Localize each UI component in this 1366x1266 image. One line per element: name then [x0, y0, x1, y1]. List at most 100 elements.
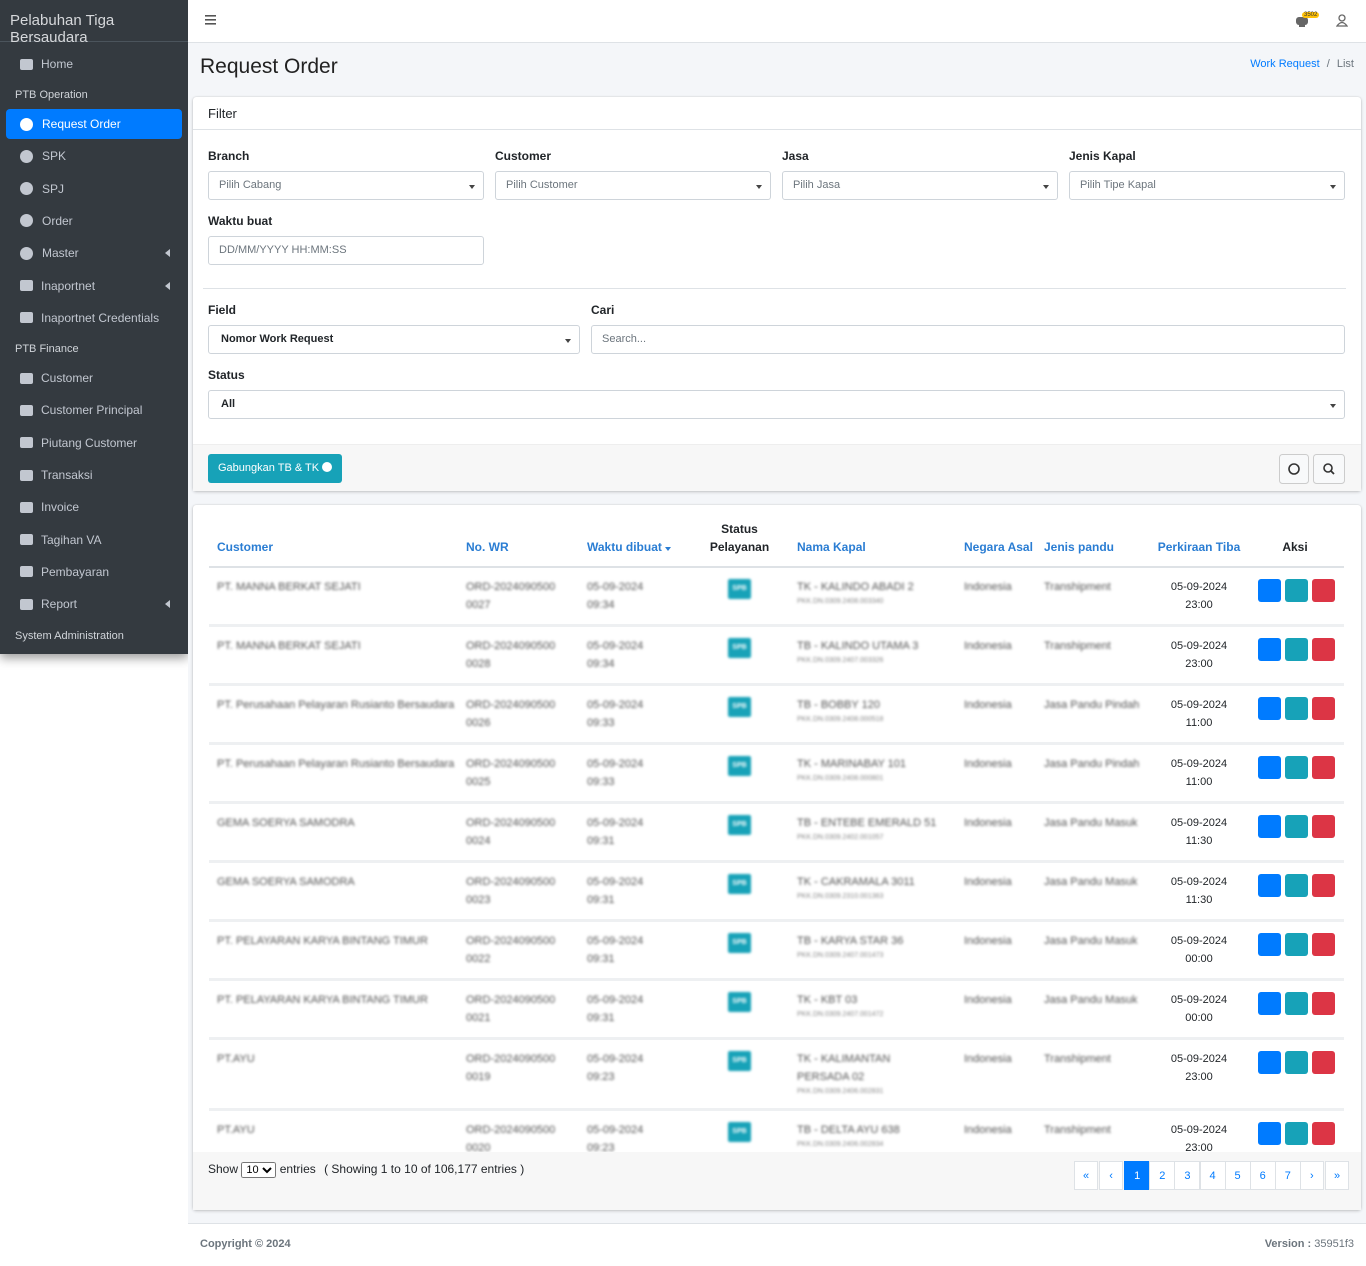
page-link[interactable]: 7 — [1274, 1161, 1301, 1190]
view-button[interactable] — [1285, 1122, 1308, 1145]
page-link[interactable]: « — [1074, 1161, 1098, 1190]
delete-button[interactable] — [1312, 756, 1335, 779]
page-link[interactable]: 5 — [1224, 1161, 1251, 1190]
table-row: PT. MANNA BERKAT SEJATI ORD-2024090500002… — [209, 567, 1344, 627]
menu-item[interactable]: Customer — [6, 363, 182, 393]
merge-button[interactable]: Gabungkan TB & TK — [208, 454, 343, 483]
menu-item[interactable]: Home — [6, 49, 182, 79]
menu-item[interactable]: SPJ — [6, 174, 182, 204]
delete-button[interactable] — [1312, 697, 1335, 720]
menu-toggle[interactable] — [205, 15, 216, 25]
menu-item[interactable]: Tagihan VA — [6, 525, 182, 555]
expand-button[interactable] — [1258, 933, 1281, 956]
column-header[interactable]: Jenis pandu — [1036, 520, 1152, 568]
search-input[interactable]: Search... — [591, 325, 1345, 354]
menu-item[interactable]: Pembayaran — [6, 557, 182, 587]
page-link[interactable]: » — [1325, 1161, 1349, 1190]
expand-button[interactable] — [1258, 756, 1281, 779]
column-header[interactable]: Perkiraan Tiba — [1152, 520, 1246, 568]
refresh-button[interactable] — [1279, 454, 1309, 484]
expand-button[interactable] — [1258, 697, 1281, 720]
status-cell: SPB — [690, 1038, 789, 1111]
status-badge: SPB — [728, 1051, 751, 1071]
delete-button[interactable] — [1312, 992, 1335, 1015]
notification-icon[interactable] — [1294, 14, 1310, 28]
select[interactable]: Pilih Customer — [495, 171, 771, 200]
customer-cell: PT. PELAYARAN KARYA BINTANG TIMUR — [209, 920, 458, 981]
expand-button[interactable] — [1258, 638, 1281, 661]
status-select[interactable]: All — [208, 390, 1345, 419]
delete-button[interactable] — [1312, 1122, 1335, 1145]
column-header[interactable]: No. WR — [458, 520, 579, 568]
delete-button[interactable] — [1312, 1051, 1335, 1074]
arrival-cell: 05-09-2024 11:00 — [1152, 684, 1246, 745]
expand-button[interactable] — [1258, 992, 1281, 1015]
menu-item[interactable]: Customer Principal — [6, 395, 182, 425]
view-button[interactable] — [1285, 815, 1308, 838]
delete-button[interactable] — [1312, 874, 1335, 897]
delete-button[interactable] — [1312, 933, 1335, 956]
brand[interactable]: Pelabuhan Tiga Bersaudara — [0, 0, 188, 46]
select[interactable]: Pilih Cabang — [208, 171, 484, 200]
view-button[interactable] — [1285, 638, 1308, 661]
delete-button[interactable] — [1312, 638, 1335, 661]
actions-cell — [1246, 920, 1344, 981]
view-button[interactable] — [1285, 756, 1308, 779]
vessel-ref: PKK.DN.0309.2406.002831 — [797, 1088, 884, 1095]
page-link[interactable]: 3 — [1174, 1161, 1201, 1190]
date-input[interactable]: DD/MM/YYYY HH:MM:SS — [208, 236, 484, 265]
expand-button[interactable] — [1258, 579, 1281, 602]
delete-button[interactable] — [1312, 579, 1335, 602]
actions-cell — [1246, 684, 1344, 745]
status-cell: SPB — [690, 861, 789, 922]
view-button[interactable] — [1285, 1051, 1308, 1074]
column-header[interactable]: Nama Kapal — [789, 520, 956, 568]
expand-button[interactable] — [1258, 1051, 1281, 1074]
column-header[interactable]: Negara Asal — [956, 520, 1036, 568]
menu-item[interactable]: Order — [6, 206, 182, 236]
menu-icon — [20, 149, 33, 163]
page-link[interactable]: › — [1299, 1161, 1324, 1190]
delete-button[interactable] — [1312, 815, 1335, 838]
table-row: PT. Perusahaan Pelayaran Rusianto Bersau… — [209, 684, 1344, 745]
menu-item[interactable]: Master — [6, 238, 182, 268]
view-button[interactable] — [1285, 874, 1308, 897]
view-button[interactable] — [1285, 697, 1308, 720]
menu-item[interactable]: Invoice — [6, 492, 182, 522]
menu-item[interactable]: Request Order — [6, 109, 182, 139]
menu-item[interactable]: Piutang Customer — [6, 428, 182, 458]
user-icon[interactable] — [1336, 14, 1348, 27]
select[interactable]: Pilih Jasa — [782, 171, 1058, 200]
menu-item[interactable]: SPK — [6, 141, 182, 171]
sort-caret — [664, 547, 671, 551]
page-link[interactable]: 6 — [1249, 1161, 1276, 1190]
view-button[interactable] — [1285, 933, 1308, 956]
menu-item[interactable]: Transaksi — [6, 460, 182, 490]
menu-icon — [20, 437, 33, 449]
page-link[interactable]: 1 — [1124, 1161, 1151, 1190]
menu-item[interactable]: Inaportnet — [6, 271, 182, 301]
view-button[interactable] — [1285, 992, 1308, 1015]
breadcrumb: Work Request / List — [1250, 58, 1354, 70]
page-link[interactable]: ‹ — [1099, 1161, 1124, 1190]
expand-button[interactable] — [1258, 874, 1281, 897]
page-size-select[interactable]: 10 — [241, 1162, 277, 1178]
page-link[interactable]: 2 — [1149, 1161, 1176, 1190]
status-badge: SPB — [728, 815, 751, 835]
actions-cell — [1246, 861, 1344, 922]
menu-item[interactable]: Report — [6, 589, 182, 619]
expand-button[interactable] — [1258, 1122, 1281, 1145]
breadcrumb-link[interactable]: Work Request — [1250, 58, 1320, 70]
view-button[interactable] — [1285, 579, 1308, 602]
expand-button[interactable] — [1258, 815, 1281, 838]
select[interactable]: Pilih Tipe Kapal — [1069, 171, 1345, 200]
column-header[interactable]: Waktu dibuat — [579, 520, 690, 568]
page-link[interactable]: 4 — [1199, 1161, 1226, 1190]
search-button[interactable] — [1313, 454, 1345, 484]
field-select[interactable]: Nomor Work Request — [208, 325, 580, 354]
column-header[interactable]: Customer — [209, 520, 458, 568]
wr-cell: ORD-20240905000026 — [458, 684, 579, 745]
vessel-cell: TK - CAKRAMALA 3011 PKK.DN.0309.2310.0013… — [789, 861, 956, 922]
menu-item[interactable]: Inaportnet Credentials — [6, 303, 182, 333]
